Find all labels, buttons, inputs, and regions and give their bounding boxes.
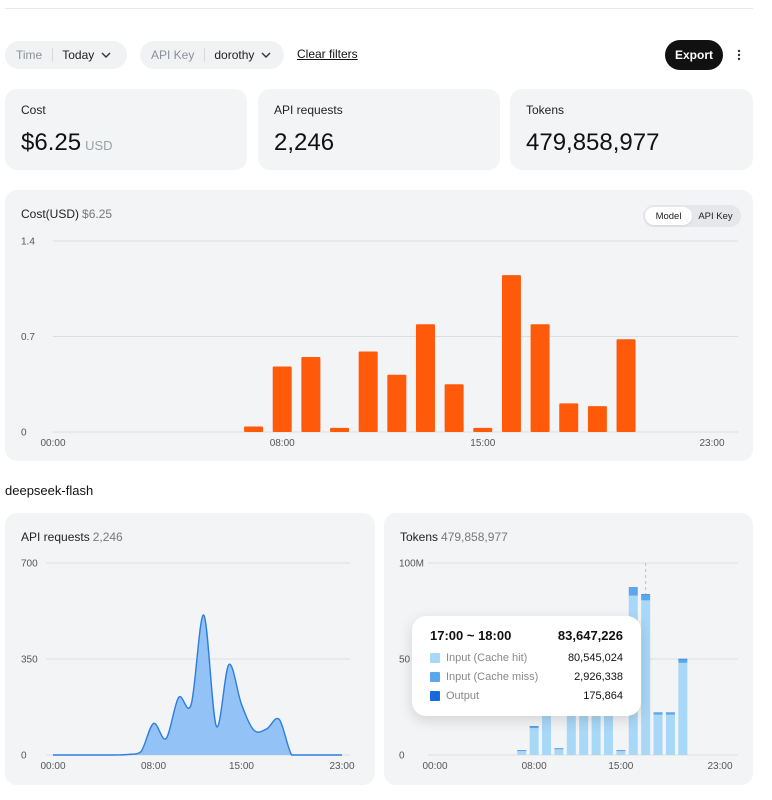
tooltip-row-name: Output: [446, 690, 480, 702]
requests-chart-card: API requests 2,246: [5, 513, 375, 785]
api-key-filter[interactable]: API Key dorothy: [140, 41, 284, 69]
api-key-filter-value: dorothy: [214, 48, 255, 62]
tokens-card: Tokens 479,858,977: [510, 89, 753, 170]
tooltip-row-value: 80,545,024: [567, 652, 623, 664]
tooltip-row-value: 2,926,338: [574, 671, 623, 683]
clear-filters-link[interactable]: Clear filters: [297, 47, 358, 61]
requests-chart-total: 2,246: [92, 530, 123, 544]
tooltip-row-value: 175,864: [583, 690, 623, 702]
bar: [244, 426, 264, 432]
top-divider: [5, 8, 753, 9]
cost-chart-toggle: Model API Key: [643, 205, 741, 227]
bar: [415, 324, 435, 432]
cost-card-title: Cost: [21, 103, 46, 117]
tooltip-total: 83,647,226: [557, 628, 623, 643]
toggle-model[interactable]: Model: [645, 207, 692, 225]
y-tick-label: 0: [21, 428, 27, 439]
api-key-filter-label: API Key: [140, 48, 206, 62]
legend-swatch: [430, 653, 440, 663]
time-filter[interactable]: Time Today: [5, 41, 127, 69]
x-tick-label: 15:00: [470, 438, 495, 449]
x-tick-label: 00:00: [40, 438, 65, 449]
tooltip-range: 17:00 ~ 18:00: [430, 628, 512, 643]
bar: [473, 427, 493, 432]
bar: [530, 324, 550, 432]
filters-bar: Time Today API Key dorothy Clear filters…: [5, 40, 753, 71]
x-tick-label: 23:00: [699, 438, 724, 449]
bar: [501, 275, 521, 432]
more-options-icon[interactable]: [731, 47, 747, 63]
bar: [444, 384, 464, 432]
tokens-card-value: 479,858,977: [526, 129, 660, 156]
bar: [301, 356, 321, 432]
bar: [587, 406, 607, 432]
cost-chart-title-text: Cost(USD): [21, 207, 80, 221]
y-tick-label: 0.7: [21, 332, 35, 343]
cost-chart-total: $6.25: [82, 207, 113, 221]
tokens-chart-title: Tokens 479,858,977: [400, 530, 508, 544]
model-section-title: deepseek-flash: [5, 483, 94, 498]
tokens-chart-title-text: Tokens: [400, 530, 439, 544]
bar: [330, 427, 350, 432]
bar: [387, 374, 407, 432]
bar: [616, 339, 636, 432]
requests-card-title: API requests: [274, 103, 343, 117]
tooltip-row: Output 175,864: [430, 688, 623, 704]
tokens-card-title: Tokens: [526, 103, 565, 117]
time-filter-value: Today: [62, 48, 95, 62]
tooltip-row: Input (Cache miss) 2,926,338: [430, 669, 623, 685]
requests-chart-title-text: API requests: [21, 530, 90, 544]
cost-value: $6.25: [21, 129, 82, 156]
bar: [358, 351, 378, 432]
export-button[interactable]: Export: [665, 40, 723, 70]
cost-card: Cost $6.25 USD: [5, 89, 247, 170]
chevron-down-icon: [100, 48, 116, 62]
chevron-down-icon: [260, 48, 276, 62]
legend-swatch: [430, 672, 440, 682]
bar: [559, 403, 579, 432]
tooltip-row-name: Input (Cache miss): [446, 671, 539, 683]
cost-card-value: $6.25 USD: [21, 129, 113, 157]
requests-card: API requests 2,246: [258, 89, 500, 170]
cost-chart-title: Cost(USD) $6.25: [21, 207, 112, 221]
x-tick-label: 08:00: [270, 438, 295, 449]
tokens-tooltip: 17:00 ~ 18:00 83,647,226 Input (Cache hi…: [412, 616, 641, 716]
bar: [272, 366, 292, 432]
time-filter-label: Time: [5, 48, 54, 62]
requests-card-value: 2,246: [274, 129, 335, 156]
toggle-api-key[interactable]: API Key: [698, 210, 733, 222]
tooltip-row: Input (Cache hit) 80,545,024: [430, 650, 623, 666]
y-tick-label: 1.4: [21, 237, 35, 248]
requests-chart-title: API requests 2,246: [21, 530, 123, 544]
cost-unit: USD: [85, 138, 113, 153]
legend-swatch: [430, 691, 440, 701]
tooltip-row-name: Input (Cache hit): [446, 652, 528, 664]
tokens-chart-total: 479,858,977: [441, 530, 508, 544]
